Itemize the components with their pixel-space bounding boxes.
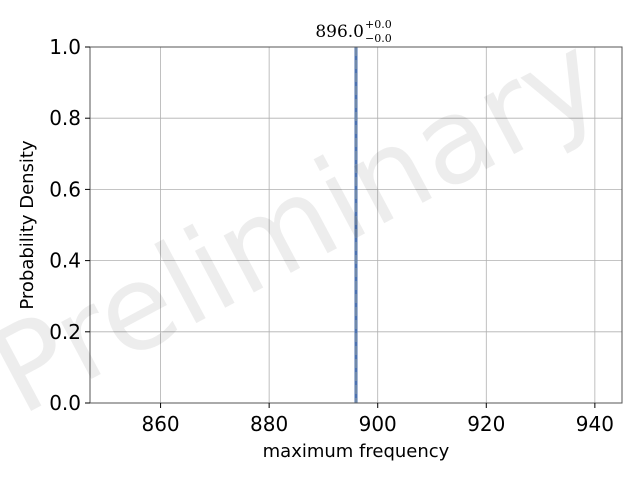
x-axis-label: maximum frequency [263, 441, 450, 462]
x-tick-label: 880 [250, 412, 288, 436]
x-tick-label: 940 [576, 412, 614, 436]
y-axis-label: Probability Density [17, 140, 38, 310]
y-tick-label: 1.0 [49, 35, 81, 59]
y-tick-label: 0.4 [49, 249, 81, 273]
x-tick-label: 900 [359, 412, 397, 436]
x-tick-label: 860 [141, 412, 179, 436]
y-tick-label: 0.2 [49, 320, 81, 344]
annotation-lower-error: −0.0 [365, 32, 392, 45]
y-tick-label: 0.8 [49, 106, 81, 130]
y-tick-label: 0.0 [49, 391, 81, 415]
y-tick-label: 0.6 [49, 177, 81, 201]
annotation-value: 896.0 [315, 22, 364, 42]
axis-ticks: 860 880 900 920 940 0.0 0.2 0.4 0.6 0.8 1.0 [49, 35, 614, 436]
plot-frame [89, 46, 623, 404]
x-tick-label: 920 [467, 412, 505, 436]
preliminary-watermark: Preliminary [0, 6, 622, 441]
annotation-upper-error: +0.0 [365, 18, 392, 31]
